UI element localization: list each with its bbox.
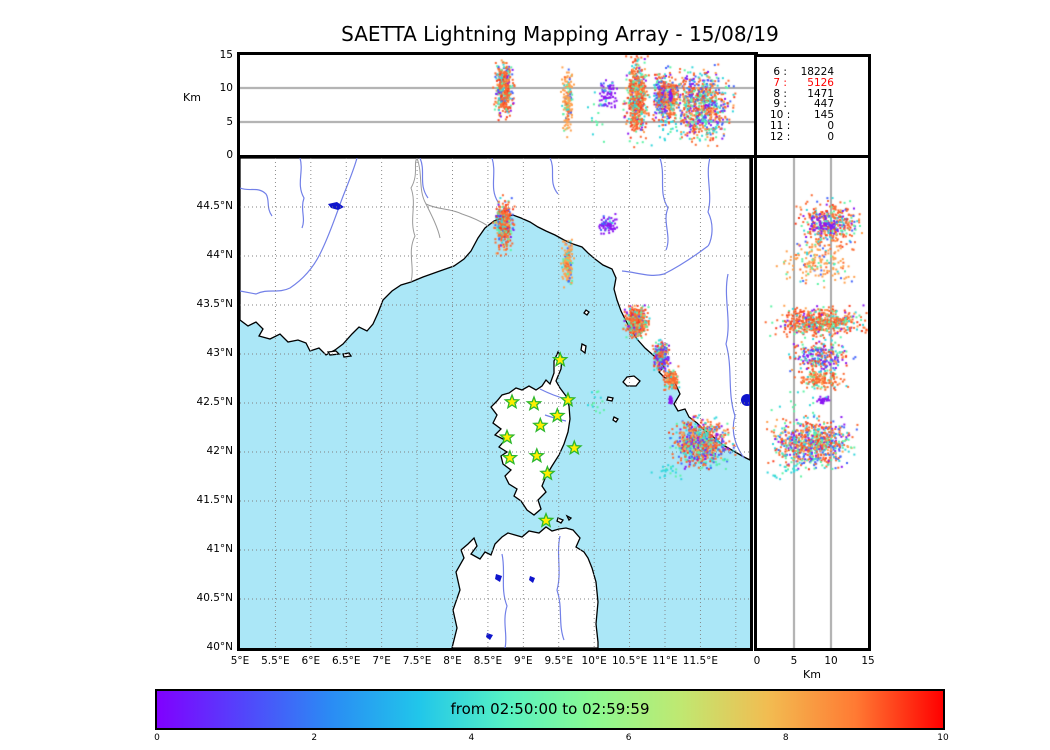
altitude-longitude-scatter [240, 55, 755, 155]
top-y-tick-label: 15 [219, 49, 233, 61]
source-count-level: 6 : [770, 66, 787, 78]
source-count-level: 7 : [770, 76, 787, 89]
source-count-value: 18224 [800, 66, 834, 78]
altitude-longitude-panel [237, 52, 758, 158]
lon-tick-label: 10.5°E [611, 655, 648, 667]
source-count-level: 10 : [770, 109, 791, 122]
lat-tick-label: 43.5°N [196, 298, 233, 310]
lon-tick-label: 10°E [581, 655, 607, 667]
colorbar-tick-label: 0 [154, 733, 160, 743]
lat-tick-label: 40°N [206, 641, 233, 653]
lon-tick-label: 6°E [301, 655, 321, 667]
lat-tick-label: 44.5°N [196, 200, 233, 212]
lon-tick-label: 9°E [514, 655, 533, 667]
lat-tick-label: 43°N [206, 347, 233, 359]
altitude-latitude-panel [754, 155, 871, 651]
colorbar-tick-label: 6 [625, 733, 632, 743]
lon-tick-label: 5.5°E [261, 655, 290, 667]
source-count-value: 1471 [807, 87, 834, 100]
source-counts-rows: 6 :18224 7 :5126 8 :1471 9 :447 10 :145 11… [757, 67, 868, 143]
source-count-row: 7 : 5126 [757, 76, 868, 89]
top-y-tick-label: 5 [226, 115, 233, 128]
source-count-value: 145 [813, 109, 834, 122]
right-x-tick-label: 0 [753, 655, 761, 667]
source-count-level: 9 : [770, 98, 787, 111]
lon-tick-label: 7.5°E [402, 655, 432, 667]
right-panel-x-axis-label: Km [803, 668, 821, 681]
source-count-value: 0 [827, 119, 834, 132]
map-panel [237, 155, 753, 651]
right-x-tick-label: 10 [824, 655, 838, 667]
top-panel-y-axis-label: Km [183, 91, 201, 104]
lon-tick-label: 11.5°E [682, 655, 719, 667]
lat-tick-label: 42°N [206, 445, 233, 457]
colorbar-gradient [157, 691, 943, 728]
lon-tick-label: 6.5°E [331, 655, 361, 667]
source-count-row: 11 : 0 [757, 121, 868, 132]
lat-tick-label: 40.5°N [196, 592, 233, 604]
lon-tick-label: 5°E [230, 655, 250, 667]
lat-tick-label: 41°N [206, 543, 233, 555]
lon-tick-label: 9.5°E [544, 655, 574, 667]
source-count-value: 447 [813, 98, 834, 111]
lon-tick-label: 11°E [652, 655, 678, 667]
source-count-row: 6 : 18224 [757, 67, 868, 78]
top-y-tick-label: 10 [219, 82, 233, 95]
right-x-tick-label: 5 [790, 655, 798, 667]
source-counts-box: 6 :18224 7 :5126 8 :1471 9 :447 10 :145 11… [754, 54, 871, 158]
source-count-row: 8 : 1471 [757, 87, 868, 100]
lat-tick-label: 41.5°N [196, 494, 233, 506]
source-count-value: 5126 [807, 76, 834, 89]
map-scatter [240, 158, 750, 648]
source-count-level: 11 : [770, 119, 791, 132]
lon-tick-label: 7°E [372, 655, 391, 667]
source-count-level: 12 : [770, 130, 791, 143]
lon-tick-label: 8.5°E [473, 655, 503, 667]
source-count-row: 9 : 447 [757, 99, 868, 110]
lat-tick-label: 44°N [206, 249, 233, 261]
source-count-row: 10 : 145 [757, 110, 868, 121]
page-title: SAETTA Lightning Mapping Array - 15/08/1… [341, 22, 779, 46]
source-count-level: 8 : [770, 87, 787, 100]
right-x-tick-label: 15 [861, 655, 875, 667]
lat-tick-label: 42.5°N [196, 396, 233, 408]
top-y-tick-label: 0 [226, 149, 233, 161]
altitude-latitude-scatter [757, 158, 868, 648]
source-count-value: 0 [827, 130, 834, 143]
colorbar-tick-label: 2 [311, 733, 318, 743]
lon-tick-label: 8°E [443, 655, 462, 667]
time-colorbar: from 02:50:00 to 02:59:59 [155, 689, 945, 730]
colorbar-tick-label: 10 [937, 733, 949, 743]
source-count-row: 12 : 0 [757, 130, 868, 143]
colorbar-tick-label: 8 [782, 733, 789, 743]
colorbar-label: from 02:50:00 to 02:59:59 [450, 700, 650, 718]
colorbar-tick-label: 4 [468, 733, 475, 743]
